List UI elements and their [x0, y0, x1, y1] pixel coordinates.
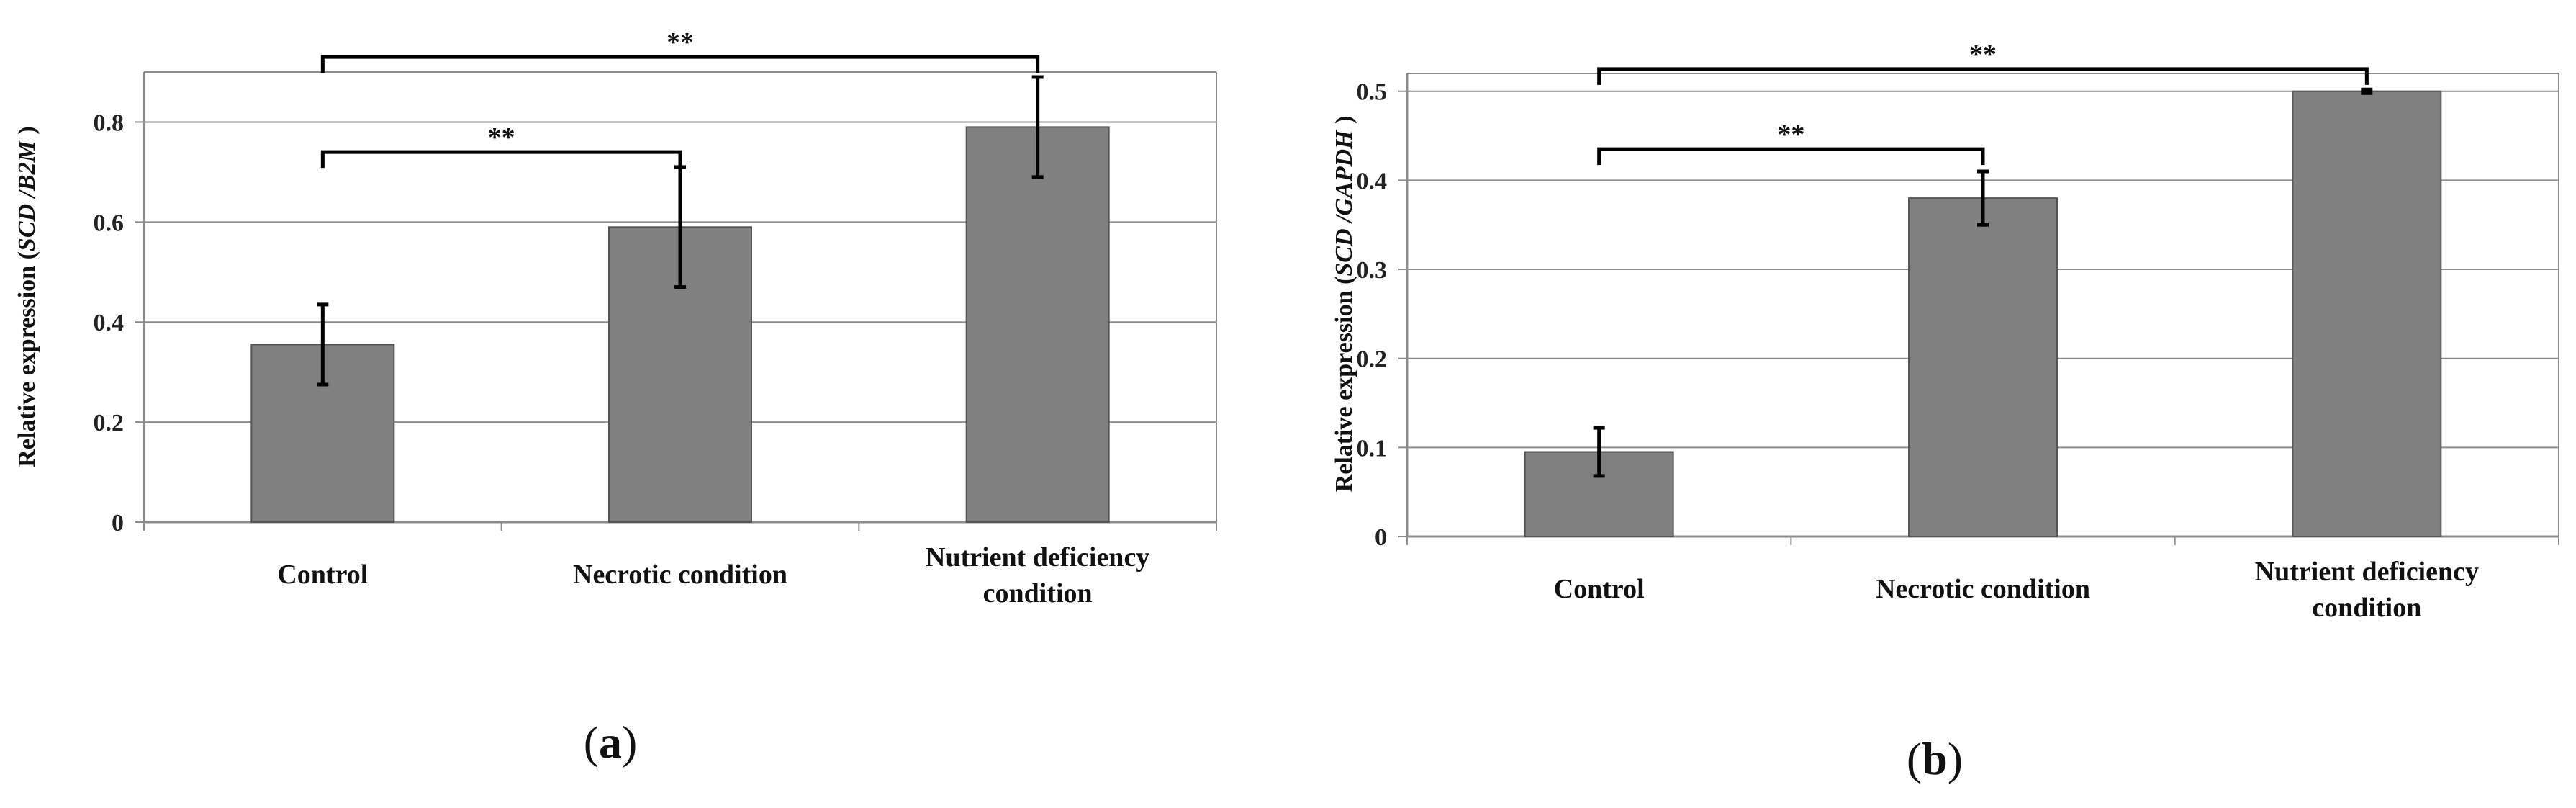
y-axis-label-prefix: Relative expression ( [14, 251, 40, 467]
panel-label-close: ) [1948, 733, 1963, 784]
significance-label: ** [488, 122, 515, 153]
y-tick-label: 0.1 [1357, 435, 1388, 462]
significance-bracket [1597, 67, 2369, 85]
y-axis-label-suffix: ) [14, 126, 40, 140]
y-axis-label: Relative expression (SCD /GAPDH ) [1331, 116, 1357, 493]
panel-label-close: ) [622, 717, 637, 768]
x-category-label: Necrotic condition [573, 560, 787, 590]
bar [1908, 197, 2058, 537]
y-axis-label-ratio: SCD /B2M [14, 139, 40, 251]
y-tick-label: 0 [1375, 524, 1387, 551]
panel-label-open: ( [1907, 733, 1922, 784]
y-tick-label: 0 [112, 510, 124, 537]
x-category-label: Necrotic condition [1876, 574, 2090, 604]
chart-a: 0 0.2 0.4 0.6 0.8 Control Necrotic condition Nu… [14, 27, 1217, 768]
x-category-label-line: Necrotic condition [1876, 574, 2090, 604]
significance-label: ** [1777, 120, 1804, 150]
x-category-label-line: Necrotic condition [573, 560, 787, 590]
bar [2292, 90, 2442, 537]
y-tick-label: 0.2 [1357, 346, 1388, 373]
significance-label: ** [1969, 40, 1997, 70]
bar [965, 126, 1110, 523]
x-category-label-line: Nutrient deficiency [2255, 557, 2479, 587]
x-category-label-line: Control [1554, 574, 1645, 604]
x-category-label-line: condition [983, 578, 1093, 609]
significance-bracket [320, 55, 1040, 73]
x-category-label-line: condition [2312, 593, 2421, 623]
panel-label: (a) [584, 717, 638, 768]
x-category-label-line: Nutrient deficiency [926, 542, 1149, 573]
x-category-label: Control [1554, 574, 1645, 604]
panel-label-letter: a [599, 717, 622, 768]
panel-label-letter: b [1922, 733, 1948, 784]
panel-label: (b) [1907, 733, 1963, 784]
panel-label-open: ( [584, 717, 599, 768]
y-axis-label-suffix: ) [1331, 116, 1357, 130]
x-category-label: Nutrient deficiency condition [2255, 557, 2479, 623]
y-tick-label: 0.4 [94, 310, 125, 336]
y-tick-label: 0.3 [1357, 257, 1388, 284]
y-tick-label: 0.6 [94, 210, 125, 236]
significance-label: ** [666, 27, 694, 58]
y-tick-label: 0.2 [94, 410, 125, 436]
y-axis-label-prefix: Relative expression ( [1331, 277, 1357, 493]
y-axis-label: Relative expression (SCD /B2M ) [14, 126, 40, 467]
x-category-label: Nutrient deficiency condition [926, 542, 1149, 609]
chart-b: 0 0.1 0.2 0.3 0.4 0.5 Control Necrotic conditio… [1331, 40, 2559, 784]
y-tick-label: 0.4 [1357, 168, 1388, 194]
significance-bracket [320, 150, 682, 169]
y-tick-label: 0.8 [94, 109, 125, 136]
y-axis-label-ratio: SCD /GAPDH [1331, 129, 1357, 277]
x-category-label: Control [277, 560, 368, 590]
x-category-label-line: Control [277, 560, 368, 590]
y-tick-label: 0.5 [1357, 79, 1388, 106]
significance-bracket [1597, 147, 1985, 166]
